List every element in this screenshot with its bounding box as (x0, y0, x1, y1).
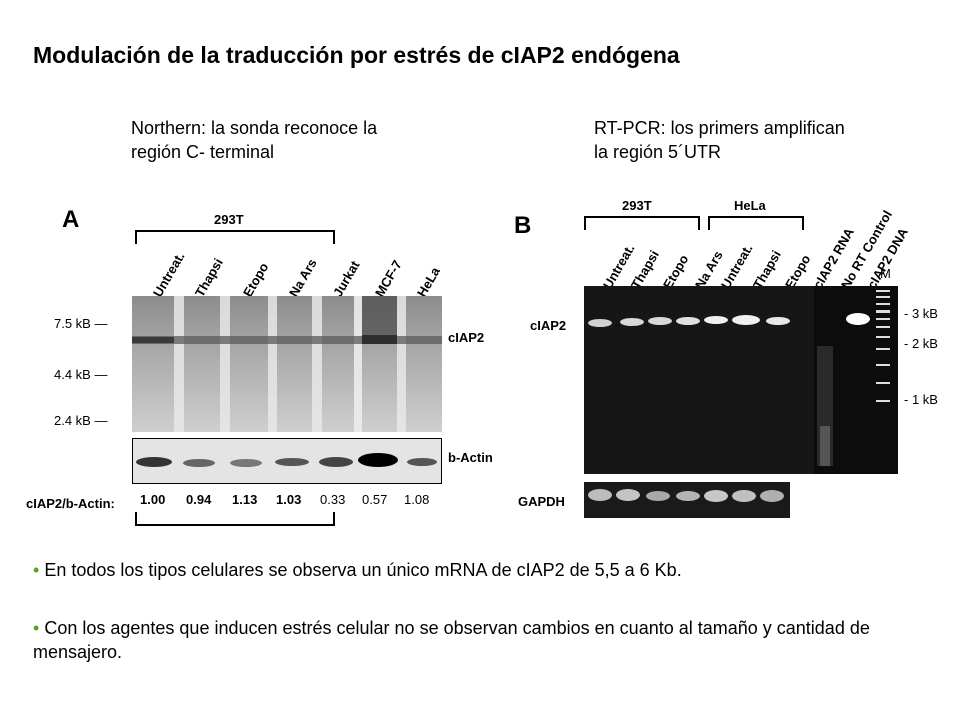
rtpcr-caption-line-1: RT-PCR: los primers amplifican (594, 118, 845, 138)
lane-label: Na Ars (286, 256, 320, 300)
panel-a-letter: A (62, 206, 80, 233)
northern-caption: Northern: la sonda reconoce la región C-… (131, 116, 377, 164)
size-marker: - 1 kB (904, 392, 938, 407)
northern-caption-line-2: región C- terminal (131, 142, 275, 162)
ratio-value: 0.57 (362, 492, 388, 507)
lane-label: Thapsi (192, 255, 226, 300)
lane-label: HeLa (414, 264, 443, 300)
ratio-value: 0.33 (320, 492, 346, 507)
group-label-293t-b: 293T (622, 198, 652, 213)
gapdh-gel-image (584, 482, 790, 518)
group-bracket-293t-b (584, 216, 700, 230)
slide-title: Modulación de la traducción por estrés d… (33, 42, 680, 68)
size-marker: 2.4 kB — (54, 413, 108, 428)
northern-caption-line-1: Northern: la sonda reconoce la (131, 118, 378, 138)
ratio-value: 1.03 (276, 492, 302, 507)
bullet-text: Con los agentes que inducen estrés celul… (33, 618, 870, 662)
band-label-actin-northern: b-Actin (448, 450, 493, 465)
ratio-label: cIAP2/b-Actin: (26, 496, 115, 511)
band-label-gapdh: GAPDH (518, 494, 565, 509)
rtpcr-caption: RT-PCR: los primers amplifican la región… (594, 116, 845, 164)
lane-label-marker: M (880, 266, 891, 281)
size-marker: - 3 kB (904, 306, 938, 321)
band-label-ciap2-northern: cIAP2 (448, 330, 485, 345)
lane-label: Jurkat (330, 258, 363, 300)
ratio-bracket-293t (135, 512, 335, 526)
band-label-ciap2-rtpcr: cIAP2 (530, 318, 567, 333)
group-label-293t: 293T (214, 212, 244, 227)
bullet-dot-icon: • (33, 560, 40, 580)
group-label-hela-b: HeLa (734, 198, 766, 213)
ratio-value: 1.08 (404, 492, 430, 507)
ratio-value: 0.94 (186, 492, 212, 507)
size-marker: 7.5 kB — (54, 316, 108, 331)
bullet-1: • En todos los tipos celulares se observ… (33, 558, 933, 582)
bullet-dot-icon: • (33, 618, 40, 638)
lane-label: Thapsi (750, 247, 784, 292)
size-marker: 4.4 kB — (54, 367, 108, 382)
rtpcr-caption-line-2: la región 5´UTR (594, 142, 722, 162)
panel-b-letter: B (514, 212, 532, 239)
group-bracket-293t (135, 230, 335, 244)
bullet-2: • Con los agentes que inducen estrés cel… (33, 616, 923, 664)
lane-label: Untreat. (150, 249, 188, 300)
size-marker: - 2 kB (904, 336, 938, 351)
rtpcr-gel-image (584, 286, 898, 474)
group-bracket-hela-b (708, 216, 804, 230)
bullet-text: En todos los tipos celulares se observa … (44, 560, 682, 580)
actin-blot-image (132, 438, 442, 484)
ratio-value: 1.00 (140, 492, 166, 507)
lane-label: Etopo (240, 260, 272, 300)
lane-label: MCF-7 (372, 257, 405, 300)
northern-blot-image (132, 296, 442, 432)
ratio-value: 1.13 (232, 492, 258, 507)
